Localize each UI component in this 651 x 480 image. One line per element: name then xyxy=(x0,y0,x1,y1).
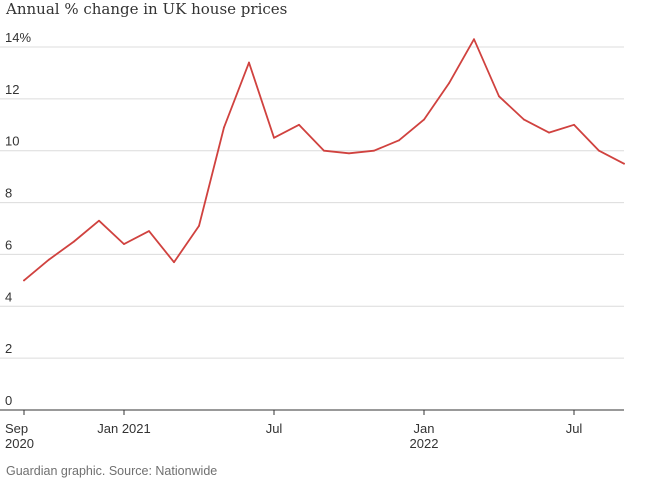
x-tick-label: Jul xyxy=(266,421,283,436)
series-layer xyxy=(23,38,625,282)
data-point xyxy=(323,149,325,152)
x-tick-label: 2022 xyxy=(410,436,439,451)
y-tick-label: 0 xyxy=(5,393,12,408)
y-tick-label: 14% xyxy=(5,30,31,45)
data-point xyxy=(73,240,75,243)
x-tick-label: Sep xyxy=(5,421,28,436)
data-point xyxy=(423,118,425,121)
data-point xyxy=(248,61,250,64)
data-point xyxy=(573,123,575,126)
data-point xyxy=(523,118,525,121)
data-point xyxy=(348,152,350,155)
data-point xyxy=(298,123,300,126)
data-point xyxy=(123,243,125,245)
data-point xyxy=(223,126,225,129)
y-tick-label: 4 xyxy=(5,289,12,304)
y-tick-label: 8 xyxy=(5,186,12,201)
y-tick-label: 12 xyxy=(5,82,19,97)
series-line xyxy=(23,38,625,282)
data-point xyxy=(198,225,200,227)
gridlines xyxy=(0,46,624,359)
y-tick-label: 6 xyxy=(5,237,12,252)
data-point xyxy=(173,261,175,264)
data-point xyxy=(473,38,475,41)
data-point xyxy=(98,219,100,222)
chart-title: Annual % change in UK house prices xyxy=(6,0,288,18)
data-point xyxy=(23,279,25,282)
x-tick-label: Jan 2021 xyxy=(97,421,151,436)
data-point xyxy=(598,149,600,152)
data-point xyxy=(398,139,400,142)
y-tick-label: 2 xyxy=(5,341,12,356)
data-point xyxy=(48,258,50,261)
data-point xyxy=(273,136,275,139)
x-tick-label: Jul xyxy=(566,421,583,436)
data-point xyxy=(373,149,375,152)
y-axis-tick-labels: 0 2 4 6 8 10 12 14% xyxy=(5,30,31,408)
data-point xyxy=(548,131,550,134)
x-tick-label: Jan xyxy=(414,421,435,436)
data-point xyxy=(623,162,625,165)
y-tick-label: 10 xyxy=(5,134,19,149)
data-point xyxy=(148,230,150,232)
data-point xyxy=(448,82,450,85)
source-note: Guardian graphic. Source: Nationwide xyxy=(6,464,218,478)
x-tick-label: 2020 xyxy=(5,436,34,451)
data-point xyxy=(498,95,500,98)
